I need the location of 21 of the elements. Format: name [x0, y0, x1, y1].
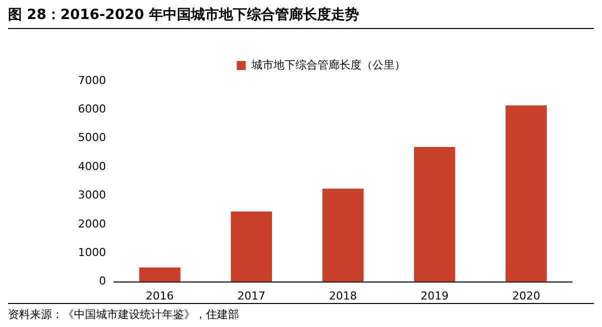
bar	[506, 105, 547, 282]
bar	[414, 146, 456, 282]
y-tick-label: 2000	[78, 217, 106, 230]
y-tick-label: 4000	[78, 160, 106, 173]
y-tick-label: 1000	[78, 246, 106, 259]
y-tick-label: 5000	[78, 131, 106, 144]
y-tick-label: 3000	[78, 188, 106, 202]
bar	[230, 212, 272, 282]
x-tick-label: 2019	[420, 289, 449, 302]
x-tick-label: 2016	[146, 289, 174, 302]
x-tick-label: 2017	[237, 289, 266, 302]
legend-label: 城市地下综合管廊长度（公里）	[250, 58, 406, 72]
x-tick-label: 2018	[328, 289, 357, 302]
y-tick-label: 7000	[78, 74, 106, 87]
x-tick-label: 2020	[512, 289, 540, 302]
bar	[322, 188, 364, 282]
y-tick-label: 6000	[78, 102, 106, 116]
bar	[139, 267, 180, 282]
text: 资料来源：《中国城市建设统计年鉴》，住建部	[8, 307, 239, 322]
chart-title: 图 28：2016-2020 年中国城市地下综合管廊长度走势	[8, 6, 359, 24]
y-tick-label: 0	[98, 274, 106, 288]
